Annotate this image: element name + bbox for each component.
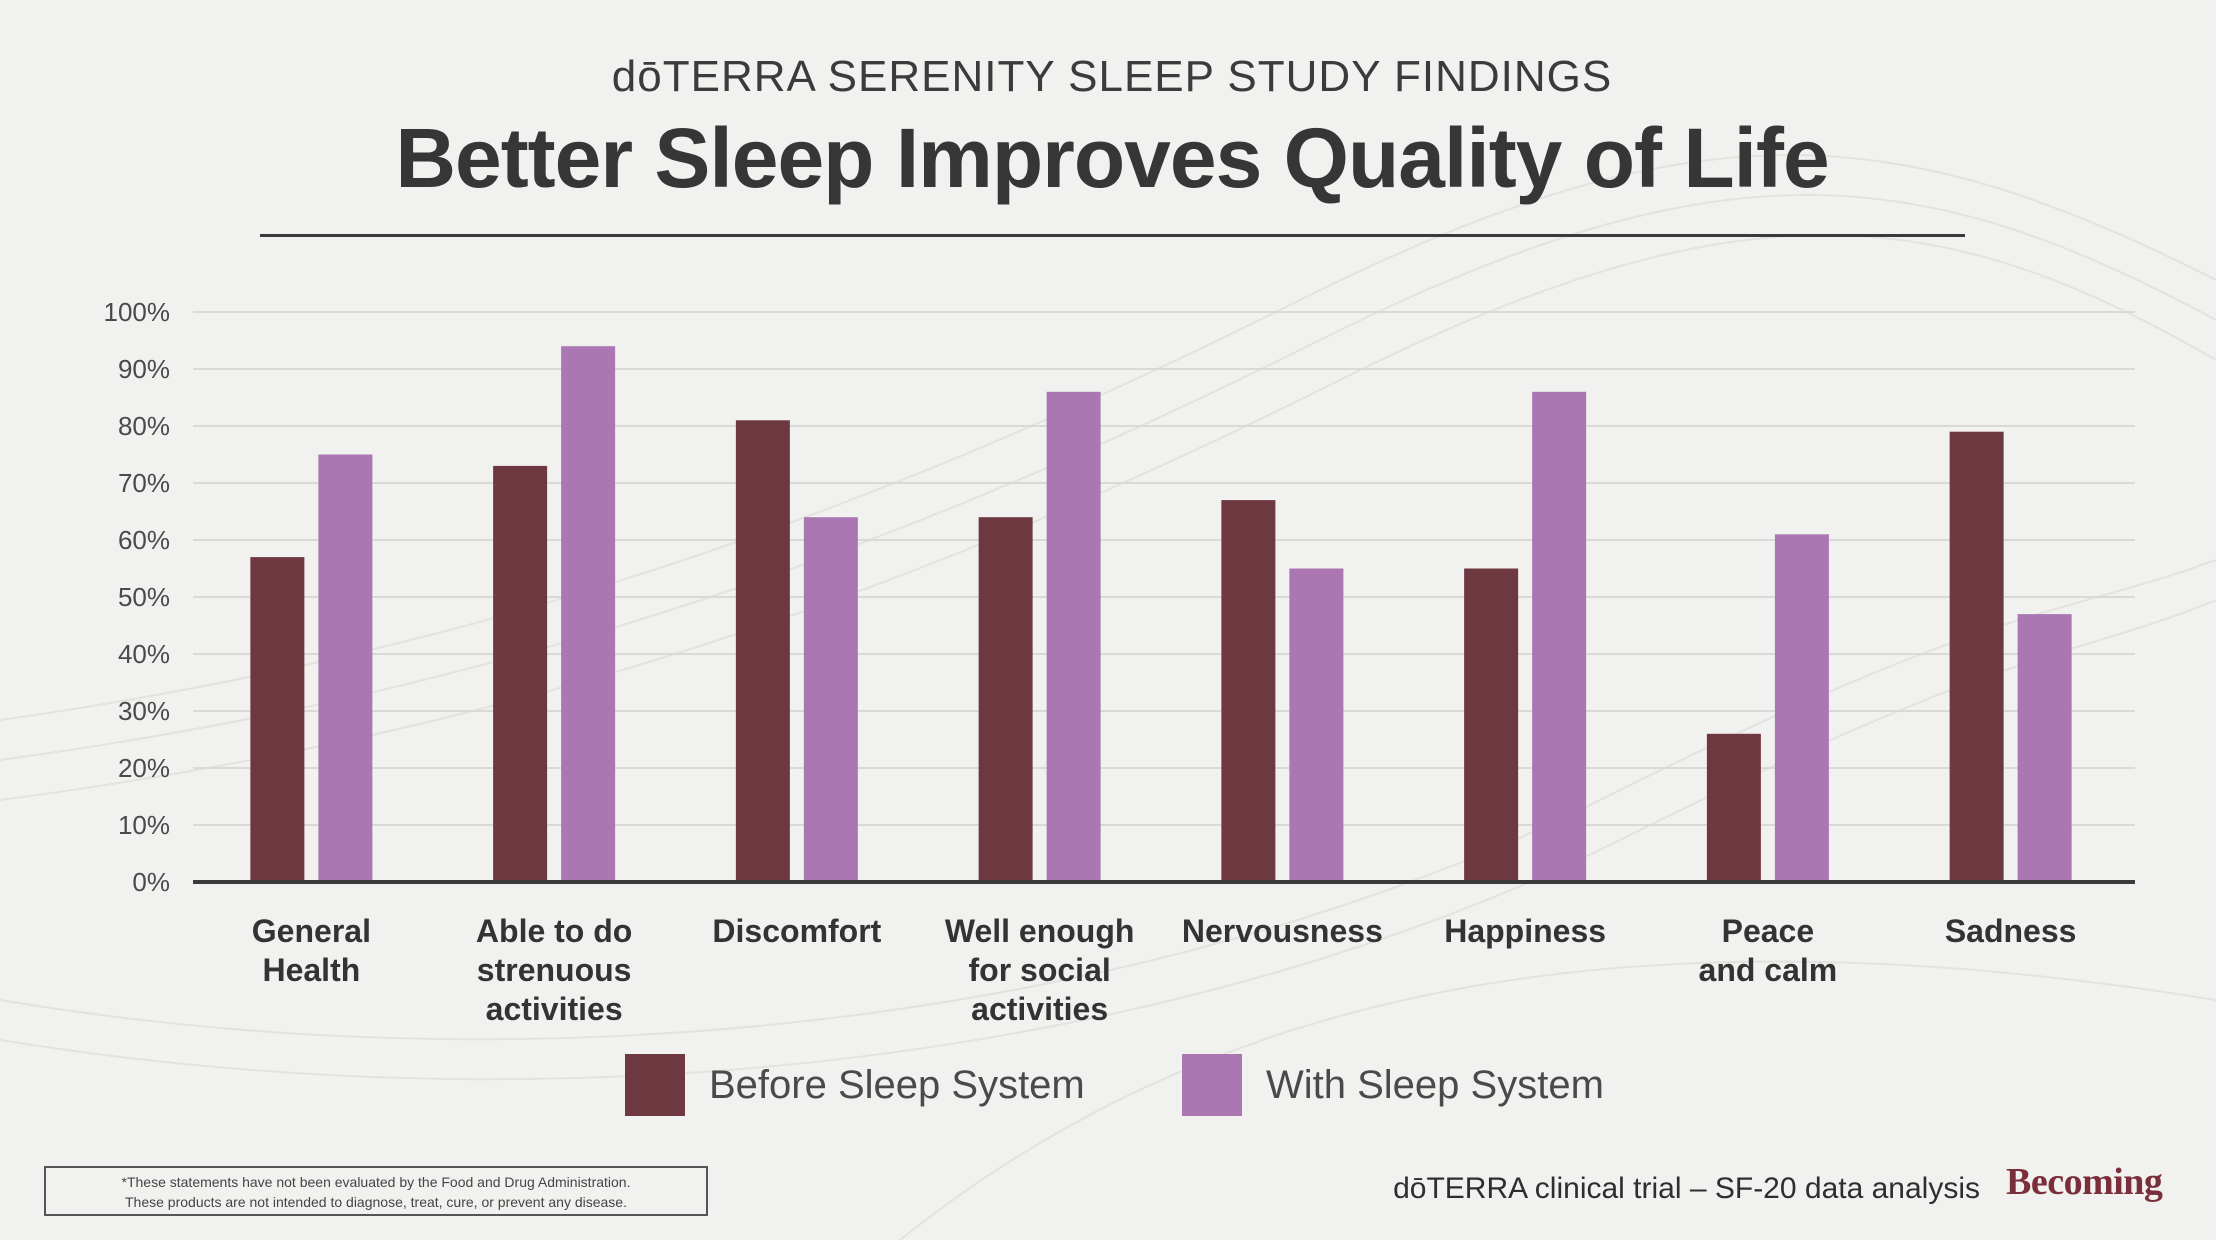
bar-before: [1949, 431, 2004, 882]
bar-before: [1221, 500, 1276, 882]
becoming-logo: Becoming: [2006, 1161, 2163, 1203]
y-tick-label: 60%: [118, 525, 170, 555]
source-note: dōTERRA clinical trial – SF-20 data anal…: [1393, 1172, 1980, 1205]
y-tick-label: 10%: [118, 810, 170, 840]
x-tick-label: Able to do: [476, 913, 632, 949]
x-tick-label: Discomfort: [712, 913, 881, 949]
bar-with: [1289, 568, 1344, 882]
bar-before: [493, 465, 548, 882]
bar-with: [1046, 391, 1101, 882]
y-tick-label: 20%: [118, 753, 170, 783]
x-tick-label: and calm: [1699, 952, 1838, 988]
bar-with: [318, 454, 373, 882]
legend-item-with: With Sleep System: [1182, 1054, 1604, 1116]
bar-with: [2017, 614, 2072, 882]
bar-with: [1774, 534, 1829, 882]
chart-title: Better Sleep Improves Quality of Life: [395, 111, 1829, 205]
x-tick-label: Well enough: [945, 913, 1135, 949]
legend-label-with: With Sleep System: [1266, 1062, 1604, 1107]
x-tick-label: Happiness: [1444, 913, 1606, 949]
x-tick-label: activities: [486, 991, 623, 1027]
disclaimer-line-1: *These statements have not been evaluate…: [121, 1174, 631, 1190]
bar-before: [1706, 733, 1761, 882]
x-tick-label: Sadness: [1945, 913, 2077, 949]
x-tick-label: strenuous: [477, 952, 632, 988]
y-tick-label: 50%: [118, 582, 170, 612]
y-tick-label: 100%: [104, 297, 171, 327]
bar-with: [803, 517, 858, 882]
bar-with: [1532, 391, 1587, 882]
y-tick-label: 0%: [132, 867, 170, 897]
title-divider: [260, 234, 1965, 237]
x-tick-label: Peace: [1722, 913, 1815, 949]
bar-before: [978, 517, 1033, 882]
y-tick-label: 80%: [118, 411, 170, 441]
bar-before: [1464, 568, 1519, 882]
x-tick-label: Health: [262, 952, 360, 988]
y-tick-label: 40%: [118, 639, 170, 669]
x-tick-label: General: [252, 913, 371, 949]
y-tick-label: 30%: [118, 696, 170, 726]
x-tick-label: for social: [968, 952, 1110, 988]
legend-item-before: Before Sleep System: [625, 1054, 1085, 1116]
legend-swatch-before: [625, 1054, 685, 1116]
bar-before: [735, 420, 790, 882]
legend-label-before: Before Sleep System: [709, 1062, 1085, 1107]
disclaimer-line-2: These products are not intended to diagn…: [125, 1194, 627, 1210]
fda-disclaimer: *These statements have not been evaluate…: [44, 1166, 708, 1216]
x-tick-label: activities: [971, 991, 1108, 1027]
y-tick-label: 70%: [118, 468, 170, 498]
y-tick-label: 90%: [118, 354, 170, 384]
bar-before: [250, 557, 305, 882]
bar-with: [561, 346, 616, 882]
chart-subtitle: dōTERRA SERENITY SLEEP STUDY FINDINGS: [611, 52, 1613, 101]
x-tick-label: Nervousness: [1182, 913, 1383, 949]
legend-swatch-with: [1182, 1054, 1242, 1116]
